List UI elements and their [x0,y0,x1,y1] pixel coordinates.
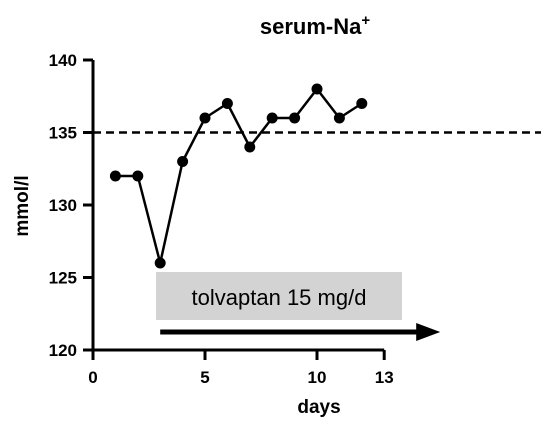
y-tick-label: 140 [49,51,77,70]
y-tick-label: 135 [49,124,77,143]
data-point [177,156,189,167]
x-tick-label: 0 [88,368,97,387]
x-tick-label: 13 [375,368,394,387]
series-line [115,87,363,265]
data-point [132,170,144,182]
data-point [109,170,121,182]
annotation-text: tolvaptan 15 mg/d [192,285,367,310]
annotation-group: tolvaptan 15 mg/d [156,272,441,341]
chart-title-superscript: + [361,12,370,29]
data-point [199,112,211,124]
data-point [289,112,301,124]
data-point [154,257,166,269]
data-point [356,98,368,109]
y-axis-title: mmol/l [12,175,33,236]
series-group [109,83,368,269]
data-point [266,112,278,124]
axes: 120 125 130 135 140 0 5 10 13 [49,51,394,387]
y-tick-label: 125 [49,269,77,288]
y-tick-label: 130 [49,196,77,215]
data-point [333,112,345,124]
annotation-arrow-head [416,323,441,341]
annotation-box [156,272,402,320]
data-point [221,98,233,109]
x-tick-label: 10 [308,368,327,387]
x-tick-label: 5 [200,368,209,387]
y-tick-label: 120 [49,341,77,360]
data-point [311,83,323,95]
x-axis-title: days [297,397,340,418]
data-point [244,141,256,153]
chart-title: serum-Na+ [260,12,370,39]
